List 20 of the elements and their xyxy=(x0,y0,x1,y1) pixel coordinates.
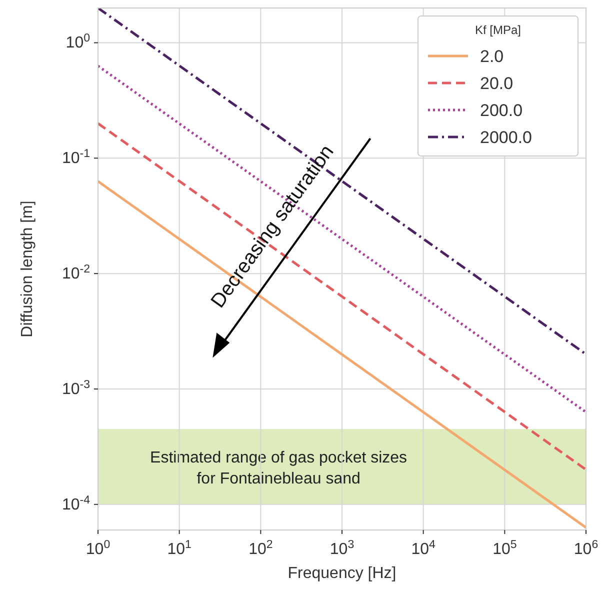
x-tick-label: 10$^{5}$ xyxy=(492,539,517,558)
y-axis-title: Diffusion length [m] xyxy=(19,200,36,338)
y-tick-label: 10$^{-3}$ xyxy=(62,378,90,398)
legend-label: 20.0 xyxy=(480,74,514,93)
legend-label: 200.0 xyxy=(480,101,523,120)
x-tick-label: 10$^{3}$ xyxy=(330,539,354,558)
y-tick-label: 10$^{-1}$ xyxy=(62,148,90,168)
x-tick-label: 10$^{6}$ xyxy=(574,539,598,558)
y-tick-label: 10$^{-2}$ xyxy=(62,264,90,283)
legend-label: 2.0 xyxy=(480,47,504,66)
y-tick-label: 10$^{0}$ xyxy=(66,32,90,52)
x-axis-title: Frequency [Hz] xyxy=(288,565,396,582)
legend-label: 2000.0 xyxy=(480,128,532,147)
y-tick-label: 10$^{-4}$ xyxy=(62,494,91,514)
x-tick-label: 10$^{1}$ xyxy=(167,539,192,558)
band-label: Estimated range of gas pocket sizes for Fontainebleau sand xyxy=(150,450,408,488)
legend-title: Kf [MPa] xyxy=(474,23,522,37)
x-tick-label: 10$^{4}$ xyxy=(411,539,436,558)
x-tick-label: 10$^{0}$ xyxy=(86,539,110,558)
x-tick-label: 10$^{2}$ xyxy=(248,539,273,558)
